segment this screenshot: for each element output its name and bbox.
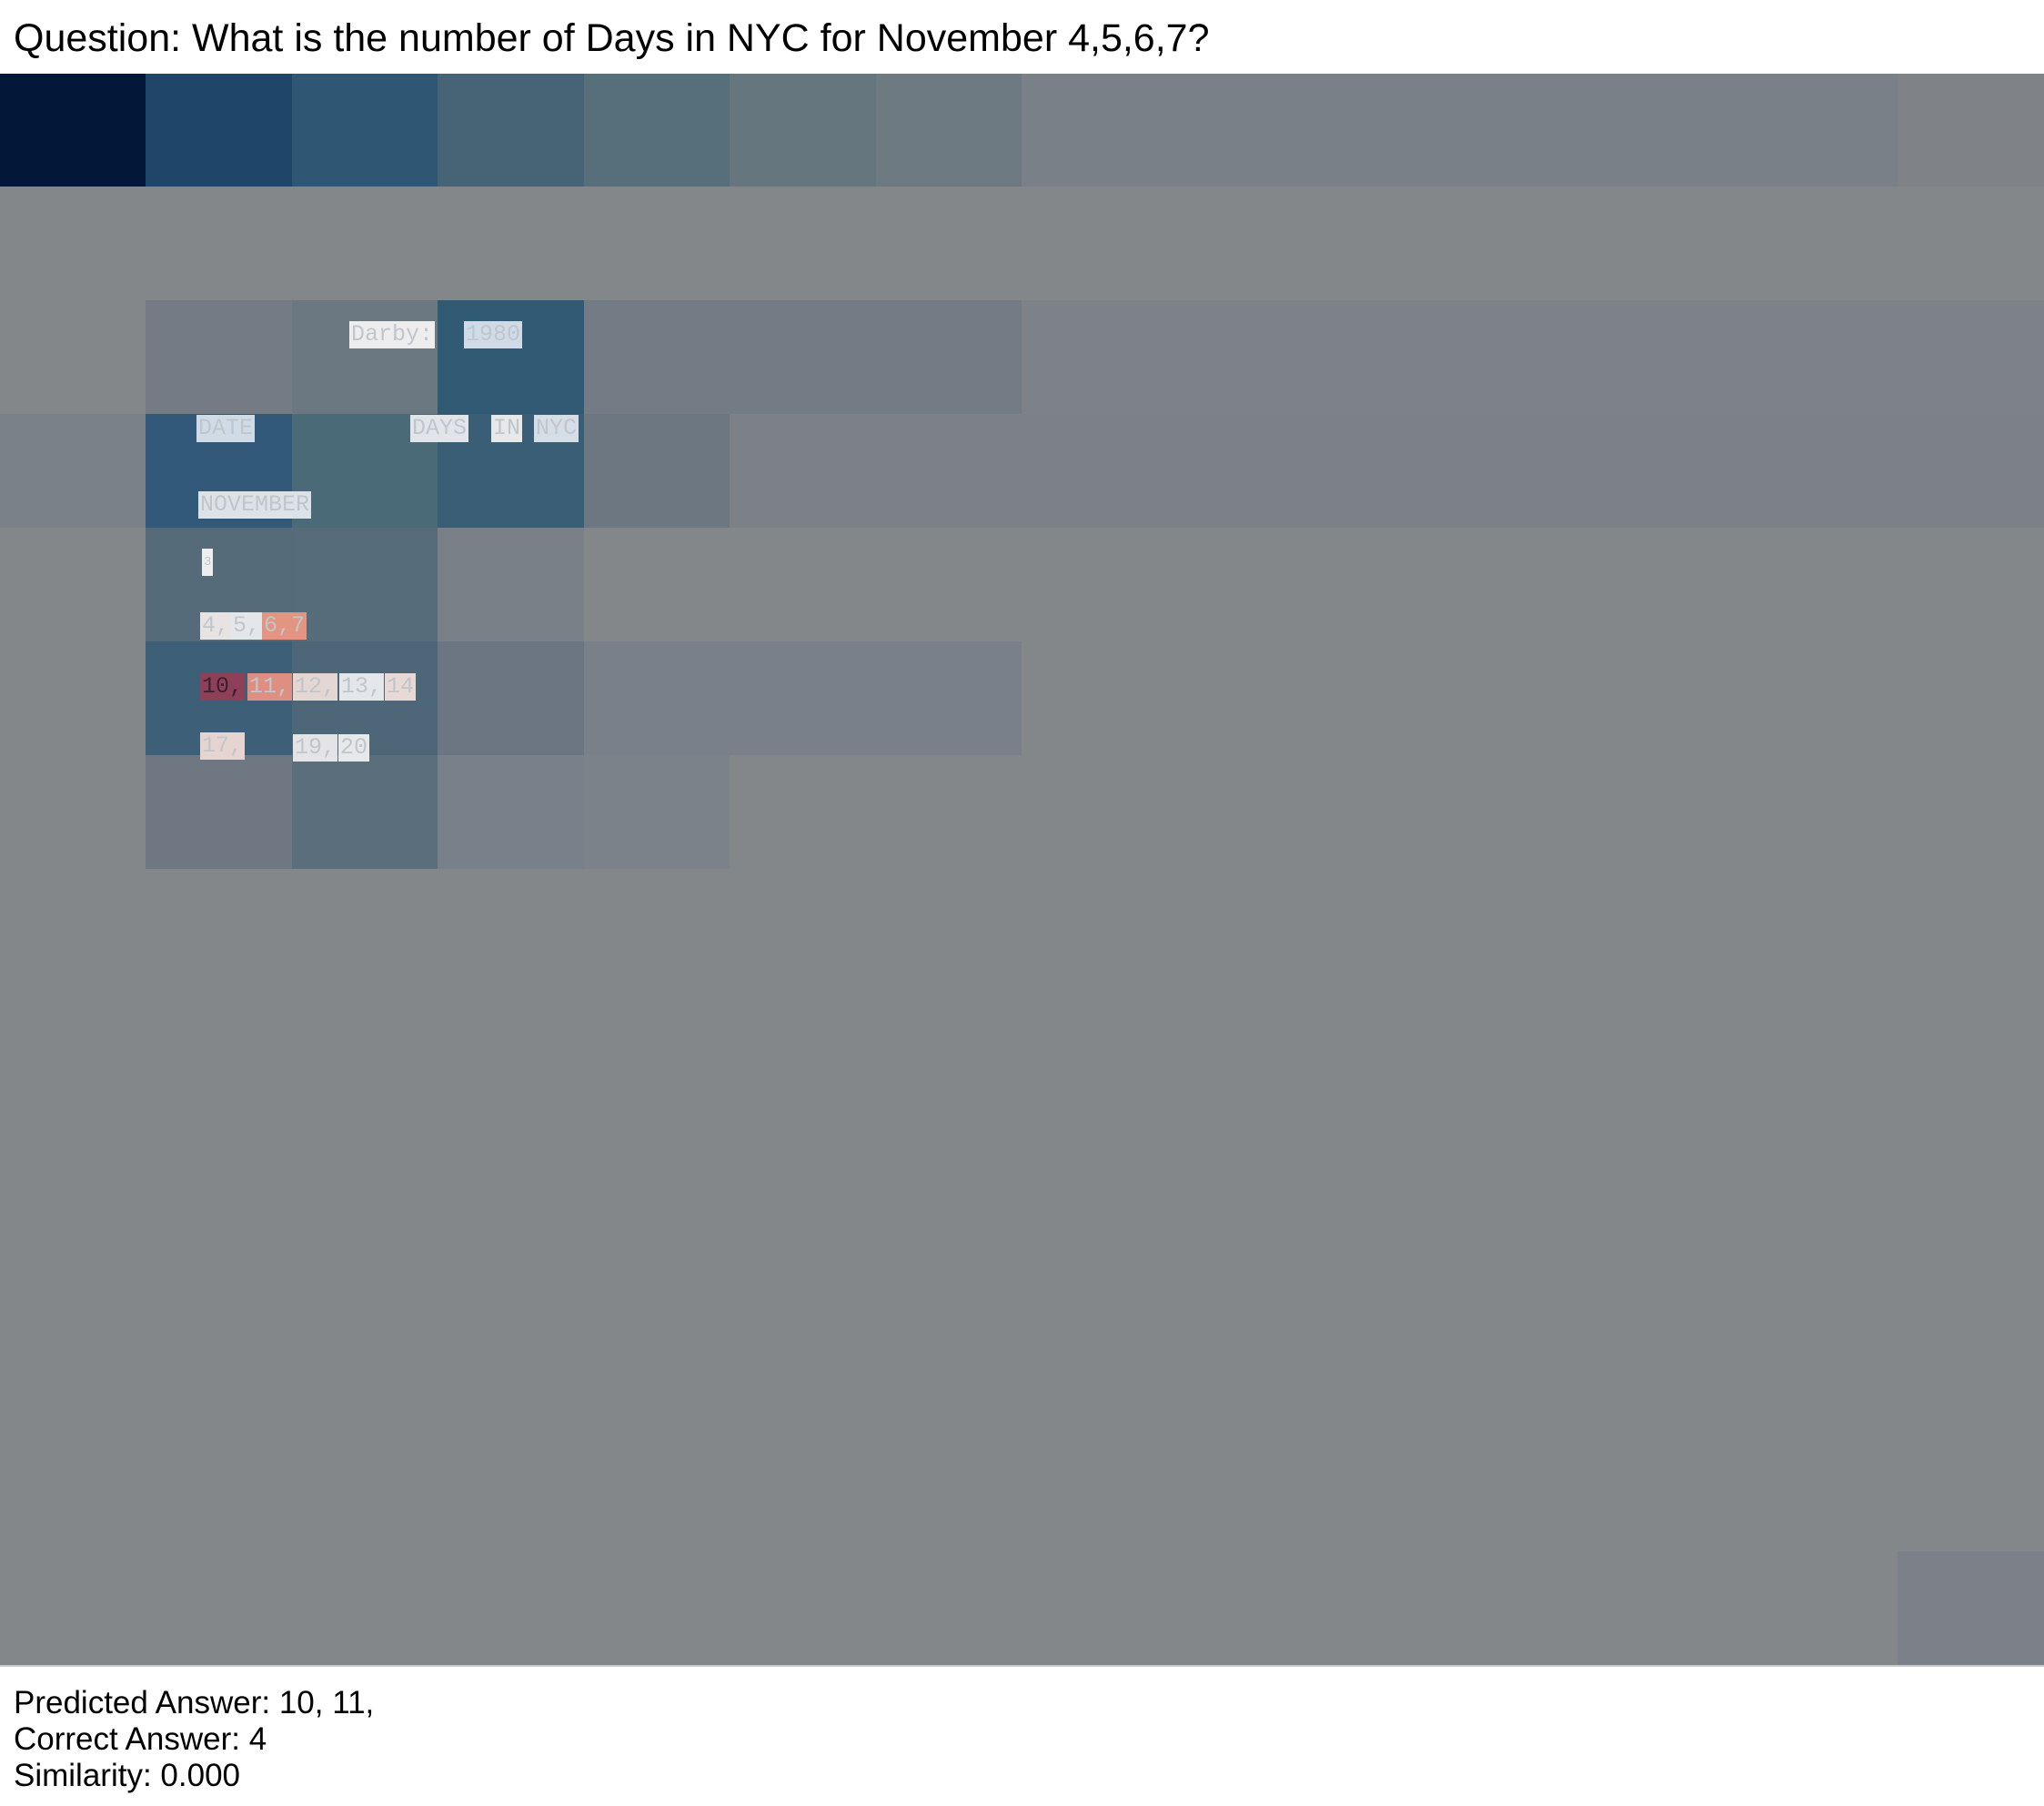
heatmap-cell [0, 414, 146, 528]
token-in: IN [491, 415, 523, 442]
token-19: 19, [293, 734, 338, 762]
heatmap-cell [584, 300, 1022, 414]
similarity-score: Similarity: 0.000 [14, 1758, 374, 1794]
token-13: 13, [339, 673, 385, 701]
token-november: NOVEMBER [198, 491, 312, 519]
heatmap-cell [292, 755, 438, 869]
results-panel: Predicted Answer: 10, 11, Correct Answer… [14, 1685, 374, 1794]
correct-answer: Correct Answer: 4 [14, 1721, 374, 1758]
heatmap-cell [0, 74, 146, 187]
heatmap-cell [584, 641, 1022, 755]
predicted-label: Predicted Answer: [14, 1685, 271, 1720]
token-20: 20 [338, 734, 370, 762]
token-12: 12, [293, 673, 338, 701]
heatmap-cell [292, 300, 438, 414]
heatmap-cell [146, 74, 292, 187]
token-nyc: NYC [534, 415, 579, 442]
heatmap-cell [438, 74, 584, 187]
heatmap-cell [730, 414, 2044, 528]
heatmap-cell [584, 414, 730, 528]
divider [0, 1665, 2044, 1667]
token-14: 14 [385, 673, 417, 701]
question-label: Question: [14, 16, 182, 60]
heatmap-cell [876, 74, 1022, 187]
heatmap-cell [438, 300, 584, 414]
token-1980: 1980 [464, 321, 523, 348]
question-body: What is the number of Days in NYC for No… [192, 16, 1210, 60]
token-darby: Darby: [349, 321, 436, 348]
heatmap-cell [438, 641, 584, 755]
attention-heatmap: Darby: 1980 DATE DAYS IN NYC NOVEMBER 3 … [0, 74, 2044, 1665]
token-days: DAYS [410, 415, 469, 442]
heatmap-cell [1022, 300, 2044, 414]
similarity-label: Similarity: [14, 1758, 152, 1793]
token-11: 11, [247, 673, 293, 701]
heatmap-cell [584, 755, 730, 869]
similarity-value: 0.000 [160, 1758, 241, 1793]
token-17: 17, [200, 732, 246, 760]
heatmap-cell [292, 74, 438, 187]
token-date: DATE [196, 415, 256, 442]
token-6-7: 6,7 [262, 612, 307, 640]
heatmap-cell [584, 74, 730, 187]
token-5: 5, [231, 612, 263, 640]
heatmap-cell [1022, 74, 1898, 187]
token-3: 3 [202, 549, 214, 576]
heatmap-cell [146, 300, 292, 414]
heatmap-cell [146, 755, 292, 869]
heatmap-cell [730, 74, 876, 187]
heatmap-cell [292, 528, 438, 641]
heatmap-cell [438, 528, 584, 641]
token-4: 4, [200, 612, 232, 640]
correct-label: Correct Answer: [14, 1721, 240, 1757]
question-text: Question: What is the number of Days in … [14, 16, 1210, 61]
token-10: 10, [200, 673, 246, 701]
heatmap-cell [1898, 74, 2044, 187]
predicted-value: 10, 11, [278, 1685, 375, 1720]
heatmap-cell [1898, 1551, 2044, 1665]
correct-value: 4 [248, 1721, 267, 1757]
predicted-answer: Predicted Answer: 10, 11, [14, 1685, 374, 1721]
heatmap-cell [438, 755, 584, 869]
